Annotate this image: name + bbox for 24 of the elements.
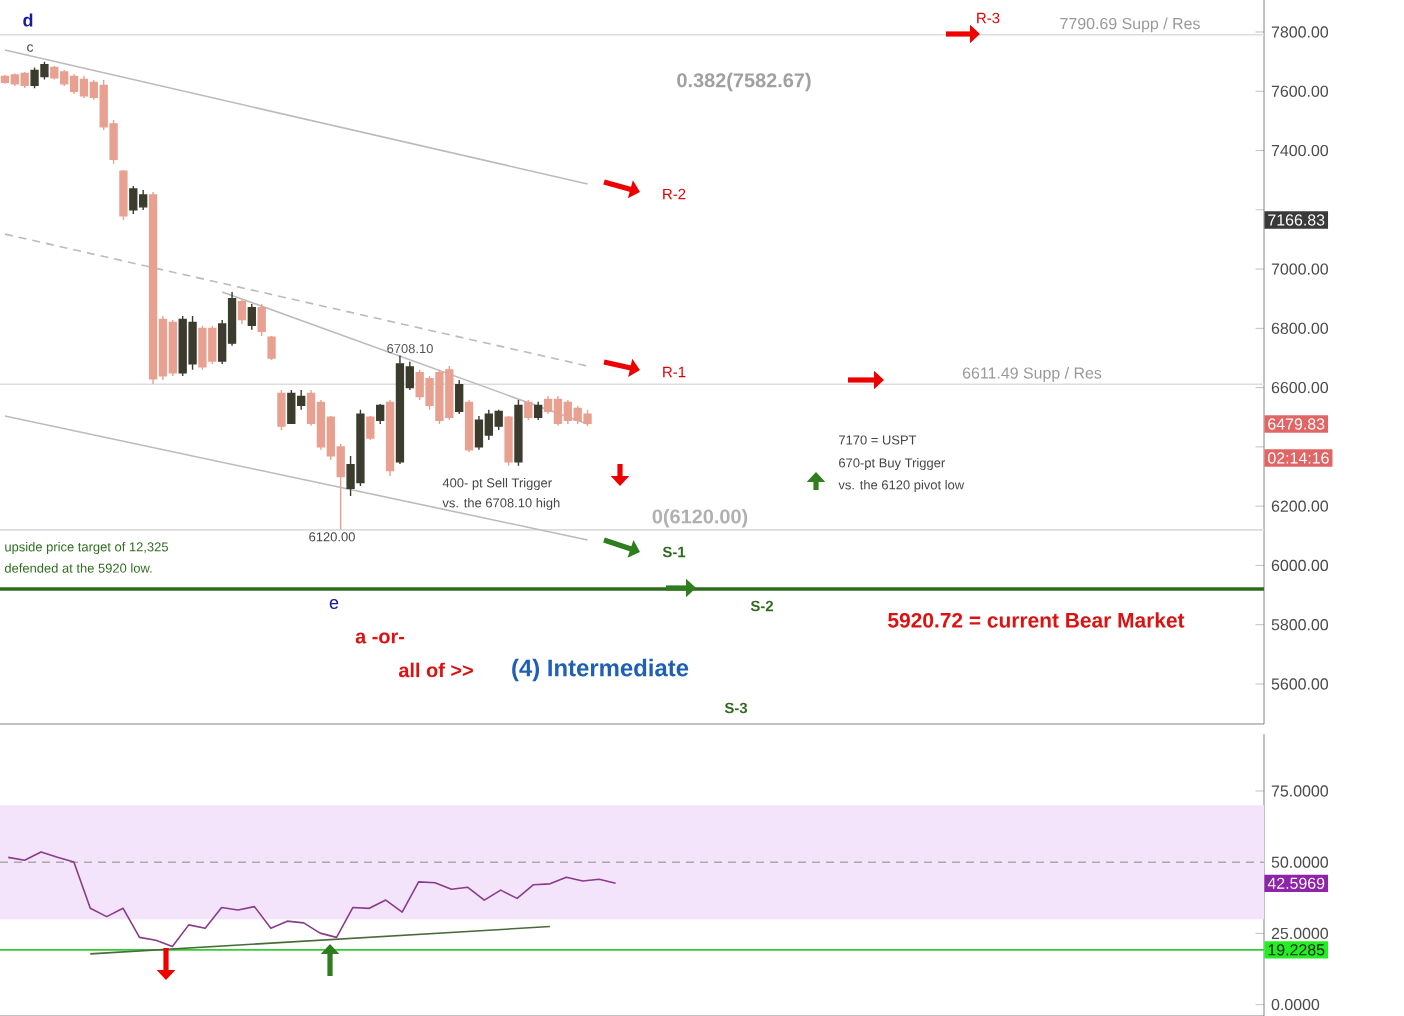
candlestick	[455, 379, 464, 415]
annotation: e	[329, 599, 339, 609]
annotation: a -or-	[355, 632, 405, 644]
candlestick	[376, 403, 385, 425]
ref-line-label: 0(6120.00)	[652, 508, 748, 528]
candlestick	[514, 399, 523, 467]
candlestick	[119, 169, 128, 221]
candlestick	[366, 415, 375, 441]
candlestick	[504, 415, 513, 467]
candlestick	[247, 303, 256, 331]
annotation: 0.382(7582.67)	[677, 72, 811, 92]
annotation: all of >>	[398, 662, 473, 678]
candlestick	[385, 399, 395, 477]
candlestick	[534, 401, 543, 421]
candlestick	[237, 299, 247, 325]
annotation: d	[23, 13, 33, 27]
line-series	[7, 851, 617, 948]
annotation: 5920.72 = current Bear Market	[888, 612, 1185, 628]
annotation: (4) Intermediate	[512, 658, 689, 682]
candlestick	[277, 389, 286, 431]
candlestick	[257, 303, 266, 337]
candlestick	[524, 399, 533, 421]
candlestick	[267, 335, 276, 361]
candlestick	[464, 399, 474, 453]
